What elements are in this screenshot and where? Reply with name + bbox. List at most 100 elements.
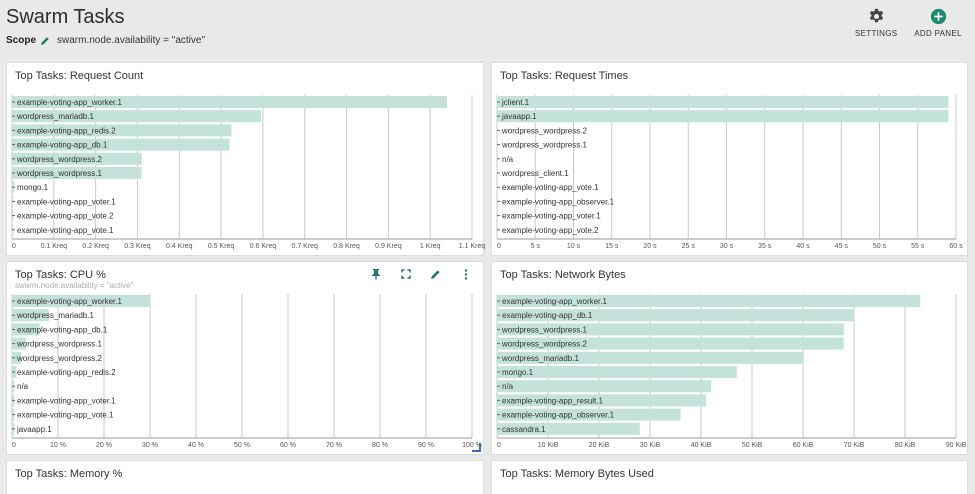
plus-circle-icon: [930, 8, 946, 25]
x-tick-label: 60 %: [280, 442, 296, 449]
x-tick-label: 0.4 Kreq: [166, 243, 193, 250]
dashboard-header: Swarm Tasks Scope swarm.node.availabilit…: [0, 0, 975, 58]
x-tick-label: 0.3 Kreq: [124, 243, 151, 250]
bar: [497, 380, 712, 393]
x-tick-label: 10 %: [50, 442, 66, 449]
x-tick-label: 90 KiB: [946, 442, 967, 449]
bar-label: javaapp.1: [16, 425, 52, 434]
scope-label: Scope: [6, 35, 37, 46]
x-tick-label: 20 %: [96, 442, 112, 449]
bar-label: n/a: [502, 155, 514, 164]
bar-label: example-voting-app_db.1: [17, 141, 108, 150]
bar: [497, 323, 844, 336]
bar-label: javaapp.1: [501, 112, 537, 121]
x-tick-label: 30 KiB: [640, 442, 661, 449]
bar-label: example-voting-app_voter.1: [17, 396, 116, 405]
network-bytes-chart: 0 10 KiB 20 KiB 30 KiB 40 KiB 50 KiB 60 KiB 70 …: [496, 294, 967, 456]
bar-label: example-voting-app_worker.1: [502, 297, 607, 306]
x-tick-label: 0.1 Kreq: [41, 243, 68, 250]
settings-button[interactable]: SETTINGS: [855, 8, 897, 38]
scope-row: Scope swarm.node.availability = "active": [6, 35, 205, 46]
bar: [12, 167, 142, 179]
x-tick-label: 1 Kreq: [420, 243, 441, 250]
bar-label: jclient.1: [501, 98, 530, 107]
x-tick-label: 1.1 Kreq: [459, 243, 486, 250]
panel-cpu: Top Tasks: CPU % swarm.node.availability…: [6, 261, 484, 455]
x-tick-label: 0: [12, 243, 16, 250]
bar-label: example-voting-app_worker.1: [17, 98, 122, 107]
panel-title: Top Tasks: Network Bytes: [500, 269, 626, 281]
x-tick-label: 20 KiB: [589, 442, 610, 449]
edit-pencil-icon[interactable]: [427, 267, 444, 281]
bar-label: example-voting-app_vote.1: [17, 411, 114, 420]
bar-label: example-voting-app_voter.1: [502, 212, 601, 221]
gear-icon: [869, 8, 883, 23]
bar: [12, 337, 26, 350]
x-tick-label: 0: [12, 442, 16, 449]
x-tick-label: 55 s: [911, 243, 925, 250]
bar: [497, 309, 854, 322]
x-tick-label: 50 KiB: [742, 442, 763, 449]
bar-label: example-voting-app_db.1: [502, 311, 593, 320]
bar-label: example-voting-app_vote.2: [502, 226, 599, 235]
add-panel-button[interactable]: ADD PANEL: [914, 8, 962, 38]
bar-label: cassandra.1: [502, 425, 546, 434]
resize-handle[interactable]: [472, 443, 481, 452]
x-tick-label: 15 s: [605, 243, 619, 250]
bar: [497, 351, 803, 364]
bar-label: wordpress_wordpress.2: [16, 354, 102, 363]
bar-label: example-voting-app_vote.2: [17, 212, 114, 221]
x-tick-label: 70 KiB: [844, 442, 865, 449]
bar-label: example-voting-app_observer.1: [502, 411, 615, 420]
bar-label: mongo.1: [17, 183, 49, 192]
x-tick-label: 0.9 Kreq: [375, 243, 402, 250]
bar-label: example-voting-app_voter.1: [17, 197, 116, 206]
request-count-chart-svg: 0 0.1 Kreq 0.2 Kreq 0.3 Kreq 0.4 Kreq 0.5 Kre…: [11, 95, 485, 250]
add-panel-label: ADD PANEL: [914, 29, 962, 38]
x-tick-label: 5 s: [531, 243, 541, 250]
x-tick-label: 80 KiB: [895, 442, 916, 449]
bar-label: n/a: [17, 382, 29, 391]
request-times-chart: 0 5 s 10 s 15 s 20 s 25 s 30 s 35 s 40 s 45 s 50 s…: [496, 95, 966, 257]
bar-label: example-voting-app_observer.1: [502, 197, 615, 206]
bar-label: wordpress_client.1: [501, 169, 569, 178]
bar-label: example-voting-app_redis.2: [17, 126, 116, 135]
x-tick-label: 10 KiB: [538, 442, 559, 449]
x-tick-label: 0: [497, 243, 501, 250]
bar: [497, 337, 844, 350]
bar: [12, 152, 142, 165]
panel-network-bytes: Top Tasks: Network Bytes 0 10 KiB 20 KiB 30…: [491, 261, 968, 455]
bar: [12, 96, 447, 108]
fullscreen-icon[interactable]: [397, 267, 414, 281]
more-options-icon[interactable]: [457, 267, 474, 281]
x-tick-label: 0.6 Kreq: [250, 243, 277, 250]
x-tick-label: 35 s: [758, 243, 772, 250]
bar: [12, 138, 230, 151]
bar-label: wordpress_wordpress.2: [16, 155, 102, 164]
request-times-chart-svg: 0 5 s 10 s 15 s 20 s 25 s 30 s 35 s 40 s 45 s 50 s…: [496, 95, 963, 250]
pin-icon[interactable]: [367, 267, 384, 281]
edit-scope-pencil-icon[interactable]: [40, 36, 50, 46]
bar-label: example-voting-app_worker.1: [17, 297, 122, 306]
x-tick-label: 20 s: [643, 243, 657, 250]
x-tick-label: 0.2 Kreq: [82, 243, 109, 250]
bar: [497, 394, 707, 407]
bar: [12, 124, 232, 137]
panel-subtitle: swarm.node.availability = "active": [15, 281, 134, 290]
x-tick-label: 10 s: [567, 243, 581, 250]
x-tick-label: 80 %: [372, 442, 388, 449]
bar-label: n/a: [502, 382, 514, 391]
bar-label: wordpress_mariadb.1: [16, 311, 94, 320]
panel-toolbar: [367, 267, 474, 281]
bar-label: wordpress_wordpress.1: [501, 141, 587, 150]
x-tick-label: 40 KiB: [691, 442, 712, 449]
bar-label: example-voting-app_redis.2: [17, 368, 116, 377]
panel-title: Top Tasks: Memory %: [15, 468, 123, 480]
x-tick-label: 0.7 Kreq: [291, 243, 318, 250]
x-tick-label: 60 KiB: [793, 442, 814, 449]
bar-label: wordpress_wordpress.1: [501, 325, 587, 334]
x-tick-label: 0.5 Kreq: [208, 243, 235, 250]
bar-label: wordpress_wordpress.2: [501, 126, 587, 135]
x-tick-label: 50 s: [873, 243, 887, 250]
network-bytes-chart-svg: 0 10 KiB 20 KiB 30 KiB 40 KiB 50 KiB 60 KiB 70 …: [496, 294, 967, 449]
